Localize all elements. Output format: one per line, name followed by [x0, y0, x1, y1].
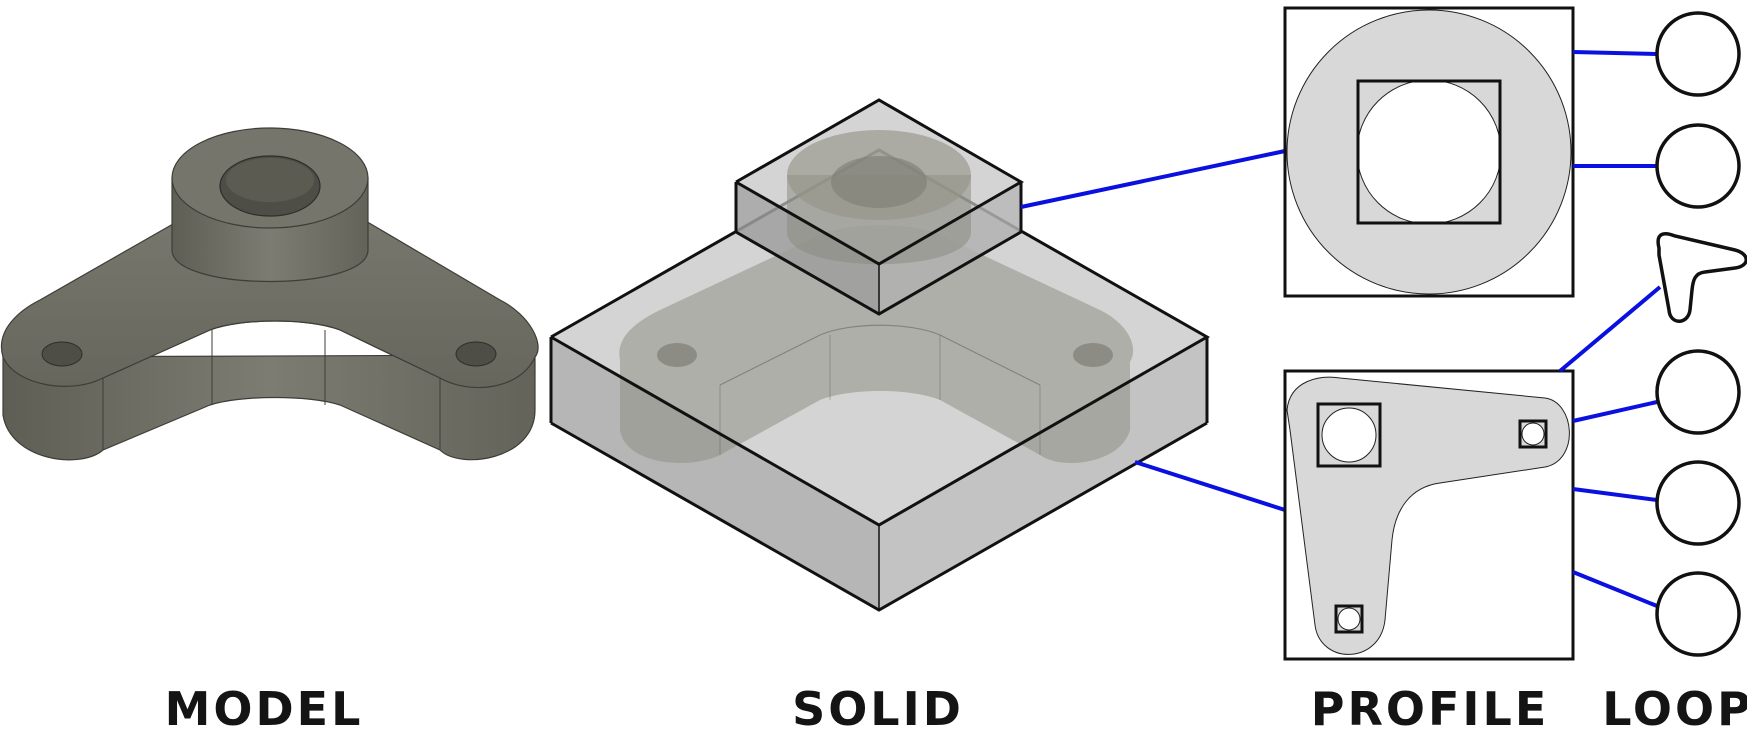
- solid-profile-connectors: [1020, 149, 1286, 512]
- loop-icons: [1655, 11, 1747, 657]
- loop-circle-2: [1655, 123, 1741, 209]
- profile-circle-sketch: [1283, 6, 1575, 298]
- model-bracket-icon: [0, 127, 539, 461]
- solid-boxes-icon: [549, 98, 1211, 612]
- loop-circle-5: [1655, 571, 1741, 657]
- profile-loop-connectors: [1558, 50, 1662, 608]
- solid-label: SOLID: [792, 682, 964, 735]
- profile-bracket-sketch: [1283, 369, 1575, 661]
- loop-circle-1: [1655, 11, 1741, 97]
- loop-circle-3: [1655, 349, 1741, 435]
- profile-label: PROFILE: [1310, 682, 1550, 735]
- loop-circle-4: [1655, 460, 1741, 546]
- loop-label: LOOP: [1602, 682, 1747, 735]
- loop-bracket-curve: [1656, 232, 1747, 323]
- model-label: MODEL: [164, 682, 364, 735]
